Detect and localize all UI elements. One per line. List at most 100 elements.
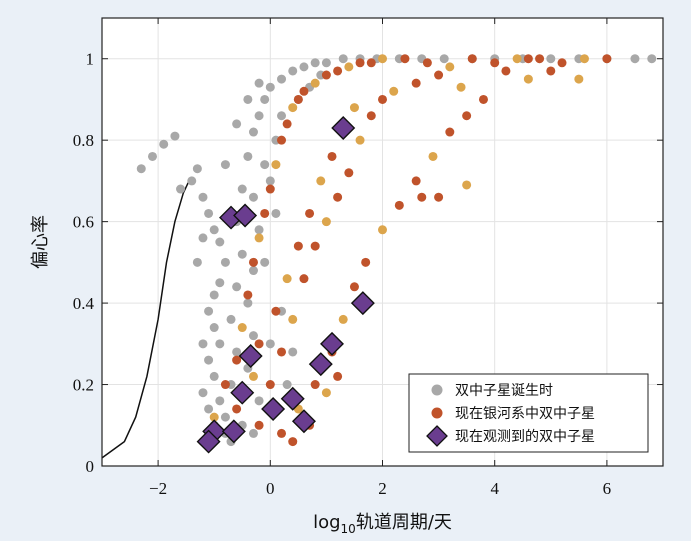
galaxy-point bbox=[271, 306, 281, 316]
birth-point bbox=[220, 412, 230, 422]
galaxy-point bbox=[490, 58, 500, 68]
galaxy-point bbox=[299, 86, 309, 96]
galaxy-point bbox=[310, 241, 320, 251]
galaxy-point bbox=[254, 233, 264, 243]
birth-point bbox=[243, 298, 253, 308]
y-axis-ticks: 0 0.2 0.4 0.6 0.8 1 bbox=[73, 50, 663, 476]
galaxy-point bbox=[349, 282, 359, 292]
galaxy-point bbox=[378, 94, 387, 104]
legend-marker-galaxy bbox=[431, 407, 443, 419]
galaxy-point bbox=[321, 388, 331, 398]
birth-point bbox=[310, 58, 320, 68]
birth-point bbox=[176, 184, 186, 194]
galaxy-point bbox=[579, 54, 589, 64]
galaxy-point bbox=[344, 168, 354, 178]
galaxy-point bbox=[501, 66, 511, 76]
birth-point bbox=[215, 396, 225, 406]
galaxy-point bbox=[349, 103, 359, 113]
x-axis-ticks: −2 0 2 4 6 bbox=[149, 18, 611, 498]
x-tick-label: 4 bbox=[490, 479, 499, 498]
birth-point bbox=[232, 282, 242, 292]
birth-point bbox=[220, 160, 230, 170]
birth-point bbox=[260, 257, 270, 267]
x-tick-label: 2 bbox=[378, 479, 387, 498]
birth-point bbox=[277, 74, 287, 84]
galaxy-point bbox=[462, 111, 472, 121]
galaxy-point bbox=[288, 314, 298, 324]
galaxy-point bbox=[434, 192, 444, 202]
birth-point bbox=[136, 164, 146, 174]
birth-point bbox=[265, 82, 275, 92]
birth-point bbox=[299, 62, 309, 72]
birth-point bbox=[215, 278, 225, 288]
x-tick-label: −2 bbox=[149, 479, 167, 498]
birth-point bbox=[277, 111, 287, 121]
galaxy-point bbox=[389, 86, 399, 96]
galaxy-point bbox=[260, 208, 270, 218]
birth-point bbox=[232, 347, 242, 357]
galaxy-point bbox=[321, 217, 331, 227]
galaxy-point bbox=[305, 208, 315, 218]
galaxy-point bbox=[422, 58, 432, 68]
galaxy-point bbox=[282, 274, 292, 284]
galaxy-point bbox=[321, 70, 331, 80]
birth-point bbox=[288, 66, 298, 76]
galaxy-point bbox=[333, 371, 343, 381]
y-tick-label: 0.6 bbox=[73, 213, 94, 232]
galaxy-point bbox=[523, 74, 533, 84]
y-axis-title: 偏心率 bbox=[30, 215, 51, 269]
birth-point bbox=[204, 404, 214, 414]
galaxy-point bbox=[378, 54, 387, 64]
birth-point bbox=[254, 111, 264, 121]
legend-box bbox=[408, 373, 649, 453]
galaxy-point bbox=[232, 404, 242, 414]
data-points bbox=[136, 54, 657, 454]
galaxy-point bbox=[288, 103, 298, 113]
y-tick-label: 0.2 bbox=[73, 376, 94, 395]
birth-point bbox=[192, 164, 202, 174]
birth-point bbox=[209, 371, 219, 381]
observed-point bbox=[238, 344, 263, 369]
legend-label-observed: 现在观测到的双中子星 bbox=[455, 429, 595, 445]
observed-point bbox=[280, 386, 305, 411]
boundary-curve bbox=[101, 180, 190, 459]
galaxy-point bbox=[333, 66, 343, 76]
birth-point bbox=[204, 306, 214, 316]
x-tick-label: 6 bbox=[603, 479, 612, 498]
birth-point bbox=[204, 355, 214, 365]
birth-point bbox=[237, 249, 247, 259]
galaxy-point bbox=[277, 428, 287, 438]
galaxy-point bbox=[478, 94, 488, 104]
galaxy-point bbox=[265, 184, 275, 194]
birth-point bbox=[198, 388, 208, 398]
galaxy-point bbox=[546, 66, 556, 76]
birth-point bbox=[209, 290, 219, 300]
birth-point bbox=[338, 54, 348, 64]
birth-point bbox=[630, 54, 640, 64]
birth-point bbox=[546, 54, 556, 64]
galaxy-point bbox=[316, 176, 326, 186]
birth-point bbox=[288, 347, 298, 357]
galaxy-point bbox=[400, 54, 410, 64]
y-tick-label: 0.8 bbox=[73, 131, 94, 150]
observed-point bbox=[261, 396, 286, 421]
galaxy-point bbox=[512, 54, 522, 64]
galaxy-point bbox=[355, 58, 365, 68]
birth-point bbox=[254, 396, 264, 406]
birth-point bbox=[192, 257, 202, 267]
y-tick-label: 0.4 bbox=[73, 294, 95, 313]
birth-point bbox=[254, 78, 264, 88]
galaxy-point bbox=[535, 54, 545, 64]
galaxy-point bbox=[462, 180, 472, 190]
birth-point bbox=[159, 139, 169, 149]
birth-point bbox=[254, 225, 264, 235]
galaxy-point bbox=[366, 111, 376, 121]
x-axis-title-suffix: 轨道周期/天 bbox=[356, 512, 452, 533]
birth-point bbox=[198, 192, 208, 202]
observed-point bbox=[196, 429, 221, 454]
x-tick-label: 0 bbox=[266, 479, 275, 498]
galaxy-point bbox=[411, 176, 421, 186]
x-axis-title-prefix: log bbox=[313, 512, 340, 533]
galaxy-point bbox=[237, 323, 247, 333]
observed-point bbox=[221, 419, 246, 444]
